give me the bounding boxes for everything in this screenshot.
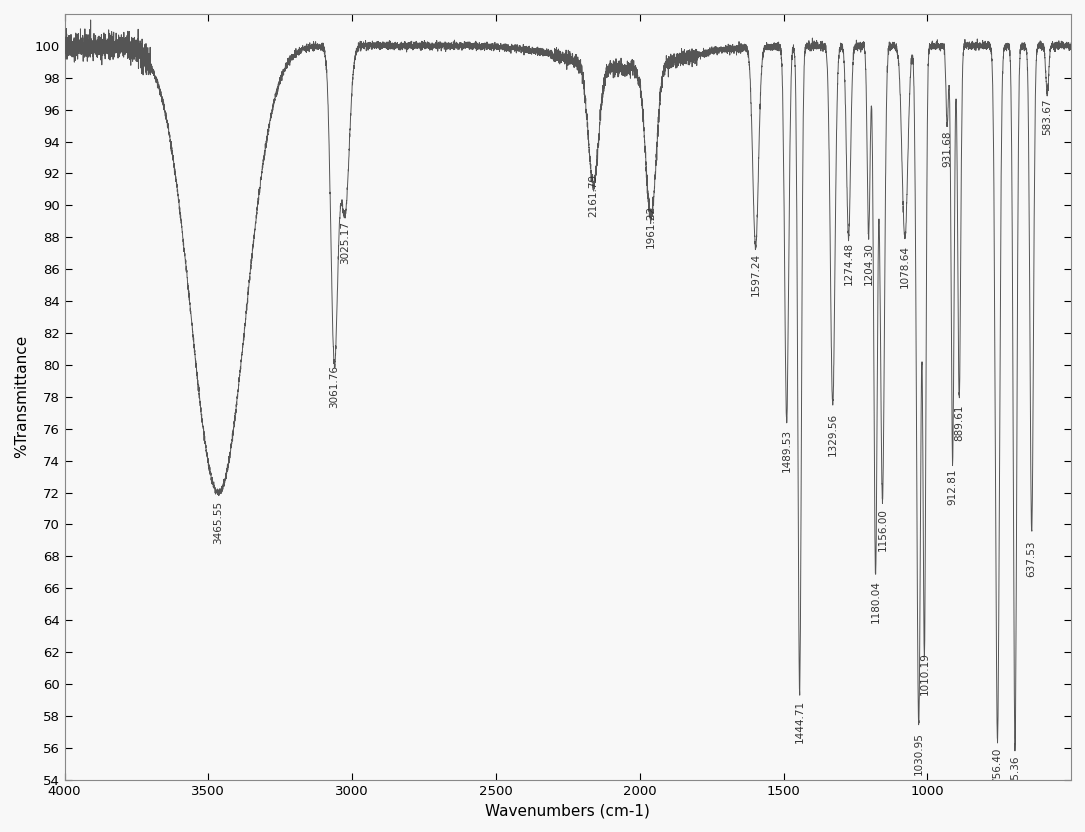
Text: 2161.79: 2161.79 xyxy=(588,173,598,216)
Text: 931.68: 931.68 xyxy=(942,131,952,167)
Text: 1489.53: 1489.53 xyxy=(781,428,792,472)
Text: 1030.95: 1030.95 xyxy=(914,732,923,775)
Text: 1597.24: 1597.24 xyxy=(751,253,761,296)
Text: 695.36: 695.36 xyxy=(1010,755,1020,792)
Text: 3061.76: 3061.76 xyxy=(330,365,340,408)
Text: 3025.17: 3025.17 xyxy=(340,221,349,265)
Text: 3465.55: 3465.55 xyxy=(214,501,224,543)
Text: 1444.71: 1444.71 xyxy=(794,700,804,743)
Text: 1010.19: 1010.19 xyxy=(919,652,930,695)
Text: 1156.00: 1156.00 xyxy=(878,508,888,552)
Text: 1078.64: 1078.64 xyxy=(899,245,909,288)
Text: 1329.56: 1329.56 xyxy=(828,413,838,456)
Text: 583.67: 583.67 xyxy=(1042,98,1052,135)
Text: 1961.22: 1961.22 xyxy=(646,206,656,249)
Text: 912.81: 912.81 xyxy=(947,468,957,505)
Y-axis label: %Transmittance: %Transmittance xyxy=(14,335,29,458)
Text: 1180.04: 1180.04 xyxy=(870,580,881,623)
Text: 889.61: 889.61 xyxy=(954,405,965,441)
Text: 1204.30: 1204.30 xyxy=(864,242,873,285)
Text: 756.40: 756.40 xyxy=(993,748,1003,785)
Text: 637.53: 637.53 xyxy=(1026,540,1036,577)
X-axis label: Wavenumbers (cm-1): Wavenumbers (cm-1) xyxy=(485,803,650,818)
Text: 1274.48: 1274.48 xyxy=(843,242,854,285)
